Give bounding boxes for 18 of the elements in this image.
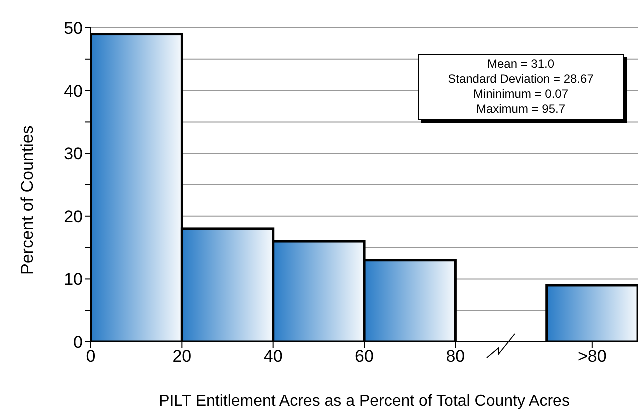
y-tick-label: 0	[74, 333, 83, 352]
y-tick-label: 50	[64, 19, 83, 38]
x-tick-label: 60	[355, 347, 374, 366]
x-tick-label: 20	[172, 347, 192, 366]
y-tick-label: 10	[64, 270, 83, 290]
x-tick-label: 80	[446, 347, 466, 366]
x-tick-label: >80	[578, 347, 607, 366]
x-tick-label: 0	[86, 347, 96, 366]
y-tick-label: 30	[64, 144, 83, 164]
y-tick-label: 40	[64, 82, 83, 101]
annotation: Mininimum = 0.07	[472, 87, 570, 102]
x-tick-label: 40	[264, 347, 283, 366]
x-axis-title: PILT Entitlement Acres as a Percent of Total County Acres	[159, 393, 570, 410]
y-tick-label: 20	[64, 207, 83, 226]
y-axis-title: Percent of Counties	[18, 126, 38, 275]
annotation: Maximum = 95.7	[475, 102, 567, 117]
annotation: Standard Deviation = 28.67	[447, 72, 595, 87]
annotation: Mean = 31.0	[486, 57, 556, 72]
